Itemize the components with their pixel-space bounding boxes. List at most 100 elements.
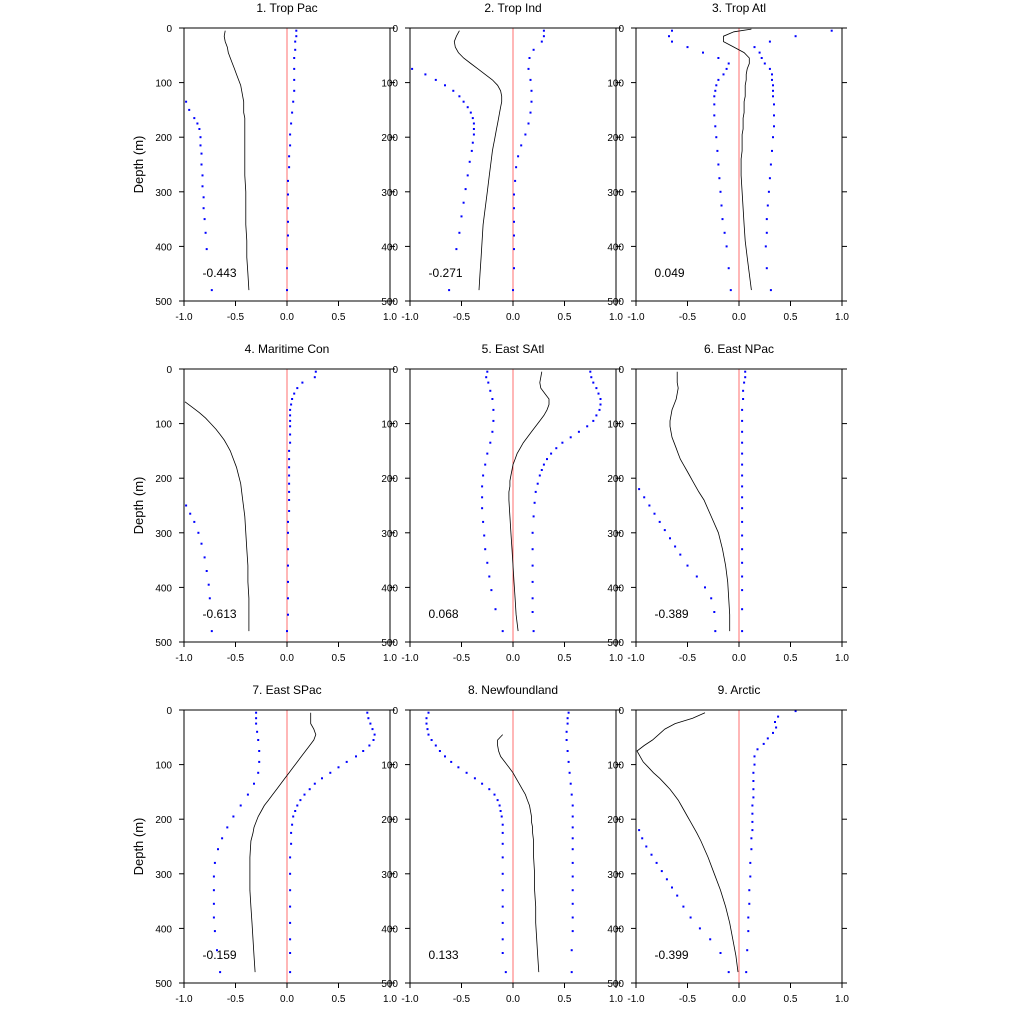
mean-profile-line <box>723 28 752 291</box>
upper-bound-dot <box>772 731 774 734</box>
upper-bound-dot <box>531 548 534 551</box>
y-tick-label: 300 <box>155 870 172 881</box>
lower-bound-dot <box>469 111 472 114</box>
lower-bound-dot <box>484 548 487 551</box>
upper-bound-dot <box>289 414 292 417</box>
lower-bound-dot <box>653 512 656 515</box>
lower-bound-dot <box>458 231 461 234</box>
upper-bound-dot <box>287 179 289 182</box>
y-tick-label: 400 <box>155 242 172 253</box>
upper-bound-dot <box>571 916 574 919</box>
upper-bound-dot <box>752 788 755 791</box>
lower-bound-dot <box>471 117 474 120</box>
lower-bound-dot <box>481 496 484 499</box>
panel-title: 7. East SPac <box>252 683 321 697</box>
upper-bound-dot <box>293 89 296 92</box>
y-tick-label: 100 <box>155 761 172 772</box>
y-tick-label: 400 <box>381 924 398 935</box>
upper-bound-dot <box>514 179 517 182</box>
lower-bound-dot <box>198 128 201 130</box>
upper-bound-dot <box>590 376 593 379</box>
lower-bound-dot <box>210 630 213 633</box>
lower-bound-dot <box>203 556 206 559</box>
upper-bound-dot <box>290 831 293 834</box>
lower-bound-dot <box>472 133 475 136</box>
y-tick-label: 200 <box>607 474 624 485</box>
upper-bound-dot <box>752 771 755 774</box>
lower-bound-dot <box>689 916 692 919</box>
lower-bound-dot <box>496 799 499 802</box>
x-tick-label: -0.5 <box>679 653 697 664</box>
lower-bound-dot <box>205 570 208 572</box>
y-tick-label: 100 <box>381 420 398 431</box>
y-tick-label: 400 <box>381 242 398 253</box>
lower-bound-dot <box>448 289 451 292</box>
upper-bound-dot <box>295 35 298 38</box>
upper-bound-dot <box>293 392 296 395</box>
upper-bound-dot <box>542 29 545 32</box>
lower-bound-dot <box>715 136 718 139</box>
upper-bound-dot <box>367 717 370 720</box>
y-tick-label: 100 <box>155 420 172 431</box>
lower-bound-dot <box>210 289 213 292</box>
lower-bound-dot <box>460 215 463 218</box>
correlation-value: 0.049 <box>655 266 685 280</box>
upper-bound-dot <box>293 67 296 70</box>
upper-bound-dot <box>287 220 289 223</box>
y-tick-label: 500 <box>381 297 398 308</box>
y-tick-label: 500 <box>607 638 624 649</box>
lower-bound-dot <box>492 408 495 411</box>
upper-bound-dot <box>571 804 574 807</box>
upper-bound-dot <box>538 474 541 477</box>
upper-bound-dot <box>530 100 533 103</box>
upper-bound-dot <box>308 788 311 791</box>
lower-bound-dot <box>427 733 430 736</box>
upper-bound-dot <box>517 155 520 158</box>
lower-bound-dot <box>486 561 489 564</box>
upper-bound-dot <box>595 414 598 417</box>
lower-bound-dot <box>219 971 222 974</box>
upper-bound-dot <box>290 122 293 125</box>
upper-bound-dot <box>741 608 744 611</box>
lower-bound-dot <box>458 95 461 98</box>
upper-bound-dot <box>741 630 744 633</box>
lower-bound-dot <box>490 589 493 592</box>
y-tick-label: 0 <box>618 365 624 376</box>
lower-bound-dot <box>674 545 677 548</box>
lower-bound-dot <box>727 62 730 65</box>
upper-bound-dot <box>830 29 833 32</box>
correlation-value: -0.443 <box>203 266 237 280</box>
upper-bound-dot <box>749 875 752 878</box>
lower-bound-dot <box>471 141 474 144</box>
lower-bound-dot <box>189 512 192 515</box>
lower-bound-dot <box>411 67 414 70</box>
upper-bound-dot <box>299 799 302 802</box>
lower-bound-dot <box>212 889 215 892</box>
upper-bound-dot <box>542 35 545 38</box>
upper-bound-dot <box>768 67 771 70</box>
y-tick-label: 400 <box>155 924 172 935</box>
lower-bound-dot <box>658 520 661 523</box>
lower-bound-dot <box>208 597 211 600</box>
lower-bound-dot <box>715 84 718 87</box>
y-tick-label: 400 <box>381 583 398 594</box>
y-tick-label: 500 <box>607 297 624 308</box>
lower-bound-dot <box>203 218 206 221</box>
lower-bound-dot <box>714 125 717 128</box>
panel-title: 5. East SAtl <box>482 342 545 356</box>
panel-2: 2. Trop Ind -1.0 -0.5 0.0 0.5 1.0 0 100 200 300 40… <box>381 1 623 323</box>
upper-bound-dot <box>291 398 294 400</box>
lower-bound-dot <box>714 630 717 633</box>
upper-bound-dot <box>289 938 292 941</box>
upper-bound-dot <box>747 916 750 919</box>
lower-bound-dot <box>217 848 219 851</box>
upper-bound-dot <box>599 403 602 406</box>
upper-bound-dot <box>288 482 291 485</box>
upper-bound-dot <box>529 78 532 81</box>
lower-bound-dot <box>713 95 716 98</box>
x-tick-label: 0.0 <box>280 994 294 1005</box>
upper-bound-dot <box>292 815 295 818</box>
upper-bound-dot <box>362 750 365 752</box>
x-tick-label: 0.0 <box>732 653 746 664</box>
lower-bound-dot <box>212 875 215 878</box>
